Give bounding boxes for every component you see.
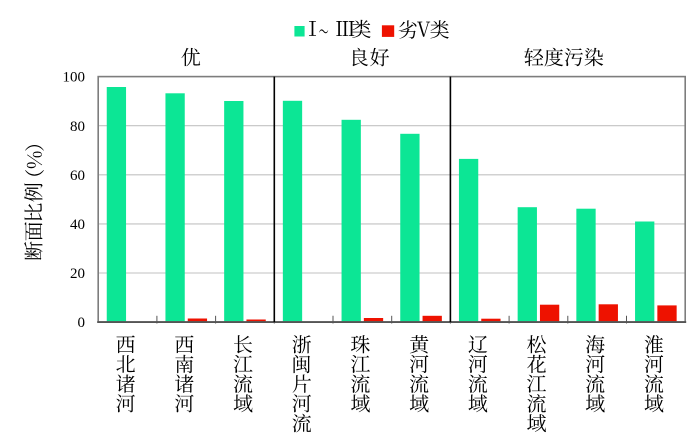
svg-text:40: 40 xyxy=(70,217,85,233)
svg-text:60: 60 xyxy=(70,168,85,184)
svg-text:100: 100 xyxy=(63,70,86,86)
svg-text:20: 20 xyxy=(70,266,85,282)
svg-text:0: 0 xyxy=(78,315,86,331)
svg-text:80: 80 xyxy=(70,119,85,135)
